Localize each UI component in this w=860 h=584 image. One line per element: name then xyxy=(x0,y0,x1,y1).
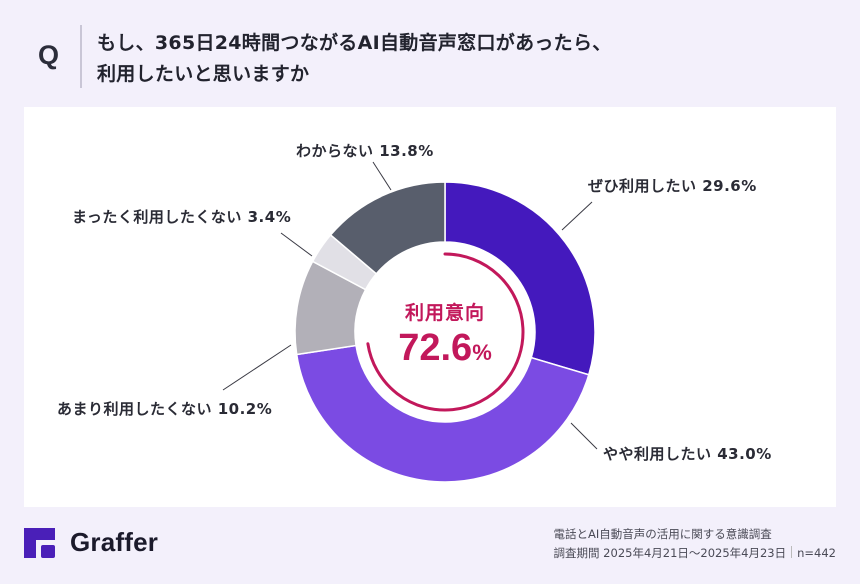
slice-dont-know xyxy=(329,181,446,275)
separator xyxy=(791,546,793,558)
question-header: Q もし、365日24時間つながるAI自動音声窓口があったら、 利用したいと思い… xyxy=(0,0,860,107)
label-definitely-use: ぜひ利用したい 29.6% xyxy=(588,177,757,195)
question-divider xyxy=(80,25,82,88)
label-never-use: まったく利用したくない 3.4% xyxy=(72,208,292,226)
question-text: もし、365日24時間つながるAI自動音声窓口があったら、 利用したいと思います… xyxy=(97,28,612,90)
label-rather-not-use: あまり利用したくない 10.2% xyxy=(57,400,273,418)
sample-size: n=442 xyxy=(797,546,836,560)
slice-somewhat-use xyxy=(295,344,590,483)
label-somewhat-use: やや利用したい 43.0% xyxy=(603,445,772,463)
survey-source: 電話とAI自動音声の活用に関する意識調査 調査期間 2025年4月21日～202… xyxy=(554,525,836,563)
graffer-logo-icon xyxy=(24,528,55,558)
survey-period: 調査期間 2025年4月21日～2025年4月23日 xyxy=(553,546,787,560)
leader-definitely-use xyxy=(561,201,593,231)
brand-name: Graffer xyxy=(70,527,159,557)
leader-rather-not-use xyxy=(222,344,292,391)
center-value-number: 72.6 xyxy=(398,327,473,369)
center-value-unit: % xyxy=(472,340,492,365)
leader-dont-know xyxy=(372,161,392,191)
survey-period-row: 調査期間 2025年4月21日～2025年4月23日 n=442 xyxy=(554,544,836,563)
label-dont-know: わからない 13.8% xyxy=(296,142,434,160)
leader-somewhat-use xyxy=(570,422,598,450)
question-mark: Q xyxy=(38,40,60,70)
leader-never-use xyxy=(280,232,313,257)
slice-definitely-use xyxy=(444,181,596,376)
intent-arc xyxy=(366,252,525,412)
survey-title: 電話とAI自動音声の活用に関する意識調査 xyxy=(553,527,772,541)
question-line-2: 利用したいと思いますか xyxy=(97,63,310,85)
center-title: 利用意向 xyxy=(404,302,485,324)
center-value: 72.6% xyxy=(360,327,530,370)
question-line-1: もし、365日24時間つながるAI自動音声窓口があったら、 xyxy=(97,32,612,54)
